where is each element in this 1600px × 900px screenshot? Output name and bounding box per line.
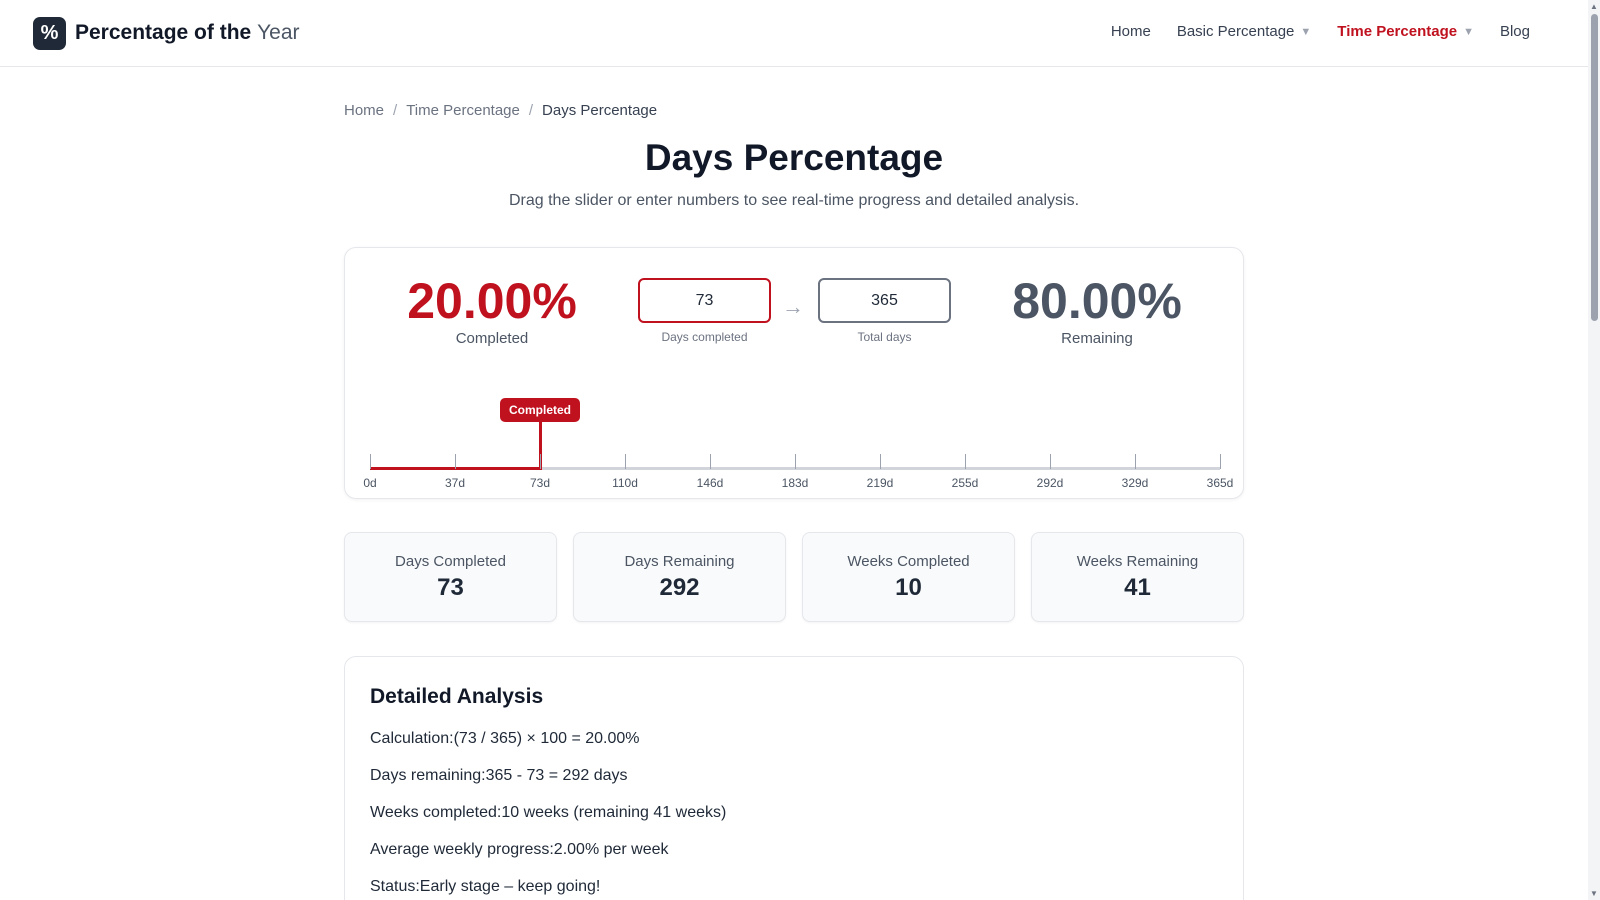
- slider-tick: [1135, 454, 1136, 469]
- stat-days-completed: Days Completed 73: [344, 532, 557, 622]
- nav-basic-percentage[interactable]: Basic Percentage ▼: [1177, 23, 1311, 40]
- analysis-days-remaining: Days remaining:365 - 73 = 292 days: [370, 767, 628, 784]
- stat-weeks-completed: Weeks Completed 10: [802, 532, 1015, 622]
- stats-row: Days Completed 73 Days Remaining 292 Wee…: [344, 532, 1244, 622]
- page-scrollbar[interactable]: ▲ ▼: [1588, 0, 1600, 900]
- nav-basic-percentage-label: Basic Percentage: [1176, 23, 1295, 40]
- total-days-input[interactable]: [818, 278, 951, 323]
- scroll-down-icon[interactable]: ▼: [1590, 889, 1598, 898]
- slider-tick-label: 0d: [363, 476, 377, 490]
- stat-label: Days Remaining: [624, 553, 735, 570]
- slider-tick-label: 183d: [781, 476, 809, 490]
- page-subtitle: Drag the slider or enter numbers to see …: [508, 192, 1080, 209]
- calculator-card: 20.00% Completed Days completed → Total …: [344, 247, 1244, 499]
- logo-icon[interactable]: %: [33, 17, 66, 50]
- scrollbar-thumb[interactable]: [1591, 14, 1598, 321]
- slider-tick: [625, 454, 626, 469]
- stat-days-remaining: Days Remaining 292: [573, 532, 786, 622]
- nav-blog[interactable]: Blog: [1500, 23, 1530, 40]
- breadcrumb-separator: /: [528, 102, 534, 119]
- brand-accent: Year: [257, 21, 300, 44]
- breadcrumb-separator: /: [393, 102, 398, 119]
- days-slider[interactable]: Completed 0d 37d 73d 110d 146d 183d 219d 255d 29…: [363, 398, 1233, 493]
- main-nav: Home Basic Percentage ▼ Time Percentage …: [1111, 23, 1530, 40]
- stat-label: Days Completed: [395, 553, 506, 570]
- site-header: % Percentage of the Year Home Basic Perc…: [0, 0, 1588, 67]
- breadcrumb-current: Days Percentage: [542, 102, 658, 119]
- slider-tick-label: 219d: [866, 476, 894, 490]
- total-days-label: Total days: [857, 330, 912, 344]
- chevron-down-icon: ▼: [1463, 25, 1474, 38]
- nav-blog-label: Blog: [1499, 23, 1530, 40]
- slider-tick: [795, 454, 796, 469]
- slider-thumb[interactable]: [538, 422, 542, 470]
- remaining-percentage: 80.00%: [1012, 273, 1182, 329]
- stat-weeks-remaining: Weeks Remaining 41: [1031, 532, 1244, 622]
- stat-label: Weeks Completed: [847, 553, 970, 570]
- chevron-down-icon: ▼: [1300, 25, 1312, 38]
- stat-value: 292: [659, 574, 700, 601]
- slider-tick: [370, 454, 371, 469]
- stat-value: 10: [895, 574, 922, 601]
- analysis-calculation: Calculation:(73 / 365) × 100 = 20.00%: [370, 730, 640, 747]
- slider-tick-label: 292d: [1036, 476, 1064, 490]
- slider-tick-label: 365d: [1206, 476, 1234, 490]
- slider-tick-label: 329d: [1121, 476, 1149, 490]
- nav-home[interactable]: Home: [1111, 23, 1151, 40]
- page-title: Days Percentage: [644, 137, 944, 178]
- nav-time-percentage[interactable]: Time Percentage ▼: [1337, 23, 1474, 40]
- stat-label: Weeks Remaining: [1076, 553, 1199, 570]
- slider-tick: [880, 454, 881, 469]
- slider-tick: [1220, 454, 1221, 469]
- slider-tick: [540, 454, 541, 469]
- slider-tick-label: 110d: [612, 476, 638, 490]
- scroll-up-icon[interactable]: ▲: [1590, 2, 1598, 11]
- slider-tick-label: 73d: [529, 476, 551, 490]
- slider-tick-label: 255d: [951, 476, 979, 490]
- completed-percentage: 20.00%: [407, 273, 577, 329]
- stat-value: 73: [437, 574, 464, 601]
- slider-tick: [710, 454, 711, 469]
- nav-time-percentage-label: Time Percentage: [1337, 23, 1458, 40]
- remaining-label: Remaining: [1061, 330, 1133, 347]
- nav-home-label: Home: [1110, 23, 1151, 40]
- slider-tick-label: 37d: [444, 476, 466, 490]
- breadcrumb-time-percentage[interactable]: Time Percentage: [406, 102, 520, 119]
- arrow-right-icon: →: [782, 294, 804, 319]
- analysis-title: Detailed Analysis: [370, 685, 544, 708]
- slider-tick-label: 146d: [696, 476, 724, 490]
- brand-title[interactable]: Percentage of the Year: [75, 21, 300, 45]
- slider-tick: [455, 454, 456, 469]
- detailed-analysis-card: Detailed Analysis Calculation:(73 / 365)…: [344, 656, 1244, 900]
- analysis-weeks-completed: Weeks completed:10 weeks (remaining 41 w…: [370, 804, 727, 821]
- slider-tick: [965, 454, 966, 469]
- slider-tooltip: Completed: [500, 398, 580, 422]
- analysis-weekly-progress: Average weekly progress:2.00% per week: [370, 841, 669, 858]
- analysis-status: Status:Early stage – keep going!: [370, 878, 601, 895]
- days-completed-label: Days completed: [661, 330, 748, 344]
- brand-main: Percentage of the: [75, 21, 258, 44]
- days-completed-input[interactable]: [638, 278, 771, 323]
- slider-tick: [1050, 454, 1051, 469]
- completed-label: Completed: [455, 330, 529, 347]
- breadcrumb-home[interactable]: Home: [344, 102, 385, 119]
- breadcrumb: Home / Time Percentage / Days Percentage: [344, 102, 657, 119]
- stat-value: 41: [1124, 574, 1151, 601]
